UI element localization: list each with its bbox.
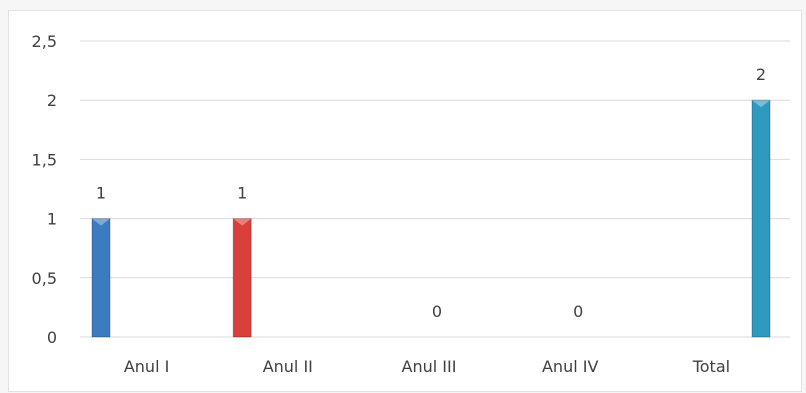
bar (751, 99, 771, 338)
x-tick-label: Anul IV (542, 357, 598, 376)
x-tick-label: Anul I (124, 357, 169, 376)
bar (232, 218, 252, 338)
y-tick-label: 1 (47, 210, 57, 229)
bar (91, 218, 111, 338)
data-label: 0 (432, 302, 442, 321)
y-tick-label: 2 (47, 91, 57, 110)
data-label: 2 (756, 65, 766, 84)
data-label: 1 (237, 184, 247, 203)
chart-frame (8, 10, 802, 392)
bar-bevel (752, 100, 770, 108)
bar-bevel (233, 218, 252, 226)
y-tick-label: 2,5 (32, 32, 57, 51)
x-tick-label: Anul II (263, 357, 313, 376)
x-tick-label: Total (692, 357, 730, 376)
x-tick-label: Anul III (402, 357, 457, 376)
data-label: 0 (573, 302, 583, 321)
bar-bevel (92, 218, 110, 226)
y-tick-label: 0,5 (32, 269, 57, 288)
data-label: 1 (96, 184, 106, 203)
y-tick-label: 1,5 (32, 150, 57, 169)
y-tick-label: 0 (47, 328, 57, 347)
